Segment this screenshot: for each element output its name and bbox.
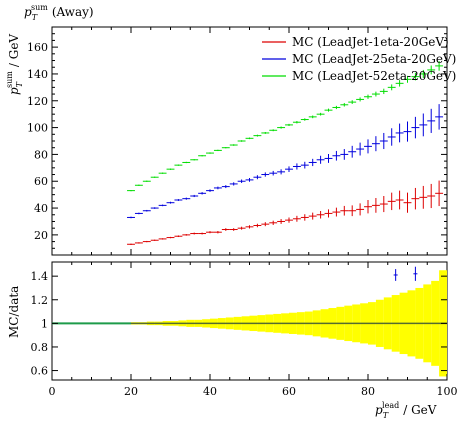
- ratio-points-group: [393, 266, 418, 281]
- x-tick-label: 80: [361, 385, 375, 398]
- main-y-tick-label: 80: [34, 148, 48, 161]
- main-y-tick-label: 40: [34, 202, 48, 215]
- main-y-tick-label: 60: [34, 175, 48, 188]
- legend: MC (LeadJet-1eta-20GeV) MC (LeadJet-25et…: [262, 35, 456, 83]
- ratio-y-axis-label: MC/data: [7, 286, 21, 338]
- x-axis-label: pTlead / GeV: [375, 401, 437, 420]
- chart-title: pTsum (Away): [24, 3, 94, 22]
- ratio-x-ticks: 0 20 40 60 80 100: [49, 262, 458, 398]
- main-y-tick-label: 100: [27, 122, 48, 135]
- ratio-y-tick-label: 1: [41, 317, 48, 330]
- x-tick-label: 100: [437, 385, 458, 398]
- legend-label-2: MC (LeadJet-25eta-20GeV): [292, 52, 456, 66]
- main-y-axis-label: pTsum/ GeV: [5, 34, 24, 95]
- ratio-y-ticks: 0.6 0.8 1 1.2 1.4: [31, 270, 447, 378]
- x-tick-label: 0: [49, 385, 56, 398]
- ratio-y-tick-label: 0.6: [31, 365, 49, 378]
- legend-label-3: MC (LeadJet-52eta-20GeV): [292, 69, 456, 83]
- x-tick-label: 40: [203, 385, 217, 398]
- main-y-tick-label: 140: [27, 68, 48, 81]
- ratio-y-tick-label: 1.4: [31, 270, 49, 283]
- main-series-group: [127, 61, 444, 245]
- legend-label-1: MC (LeadJet-1eta-20GeV): [292, 35, 449, 49]
- x-tick-label: 60: [282, 385, 296, 398]
- main-y-tick-label: 160: [27, 41, 48, 54]
- ratio-y-tick-label: 0.8: [31, 341, 49, 354]
- main-y-tick-label: 20: [34, 229, 48, 242]
- x-tick-label: 20: [124, 385, 138, 398]
- main-x-ticks: [51, 27, 448, 255]
- ratio-y-tick-label: 1.2: [31, 294, 49, 307]
- main-y-tick-label: 120: [27, 95, 48, 108]
- main-y-ticks: 20 40 60 80 100 120 140 160: [27, 33, 447, 249]
